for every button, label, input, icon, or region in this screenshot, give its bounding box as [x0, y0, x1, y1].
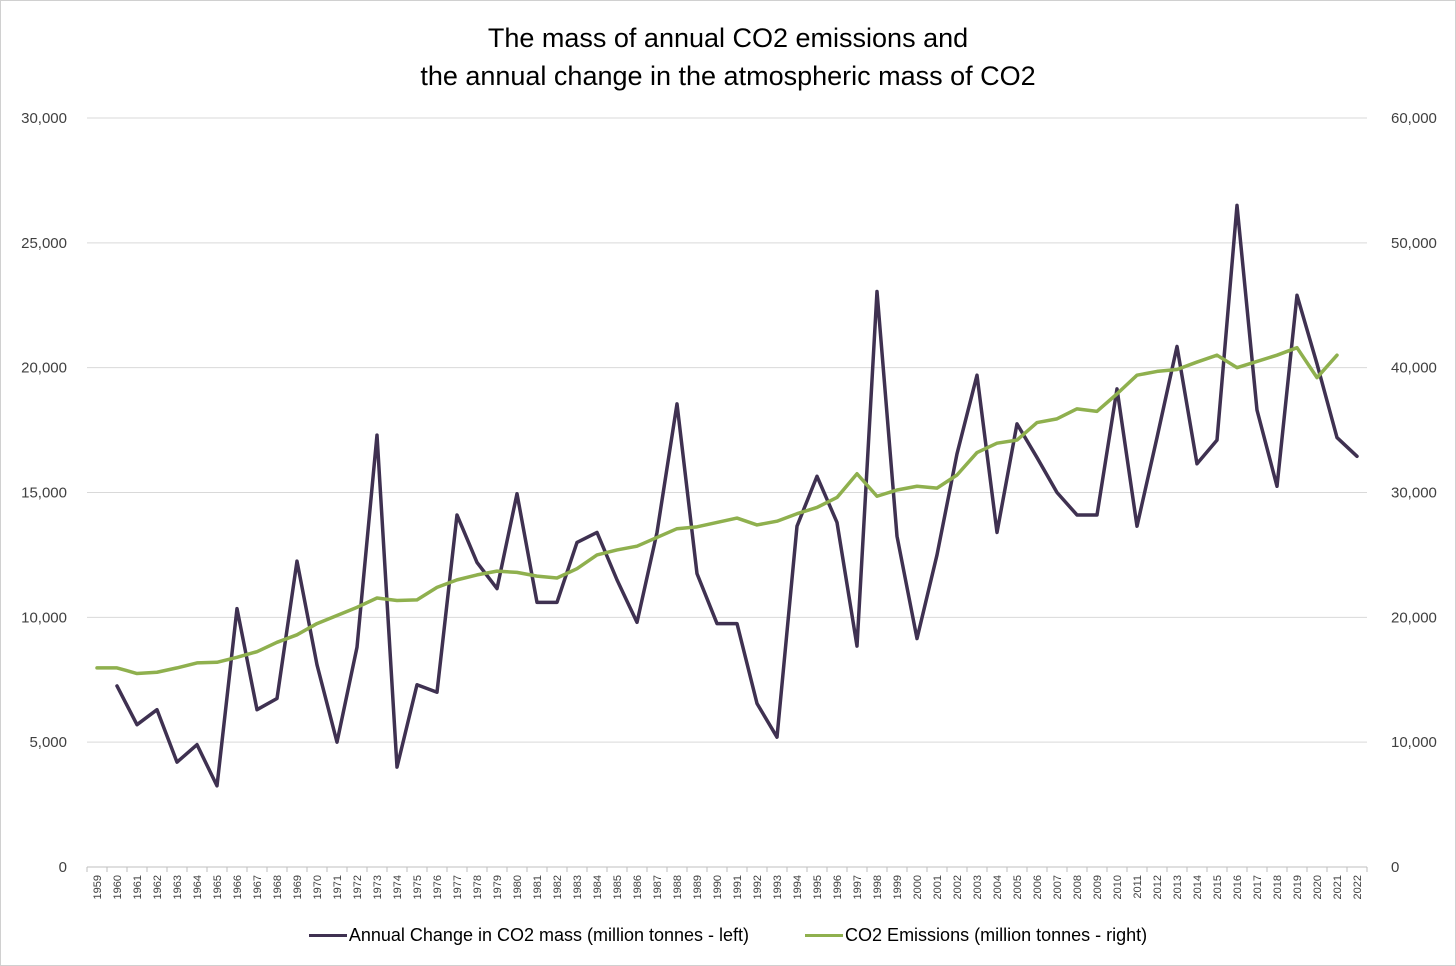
x-tick-label: 1971: [332, 875, 344, 899]
x-tick-label: 1965: [212, 875, 224, 899]
x-tick-label: 1993: [772, 875, 784, 899]
x-tick-label: 1996: [832, 875, 844, 899]
x-tick-label: 2002: [952, 875, 964, 899]
x-tick-label: 1990: [712, 875, 724, 899]
x-tick-label: 2005: [1012, 875, 1024, 899]
x-tick-label: 2020: [1312, 875, 1324, 899]
x-tick-label: 1974: [392, 875, 404, 899]
x-tick-label: 2019: [1292, 875, 1304, 899]
x-tick-label: 1984: [592, 875, 604, 899]
x-tick-label: 1987: [652, 875, 664, 899]
series-line-annual-change: [115, 203, 1359, 788]
x-tick-label: 2003: [972, 875, 984, 899]
x-tick-label: 1986: [632, 875, 644, 899]
x-tick-label: 2001: [932, 875, 944, 899]
legend-item-annual-change: Annual Change in CO2 mass (million tonne…: [308, 925, 750, 946]
x-tick-label: 1983: [572, 875, 584, 899]
x-tick-label: 1969: [292, 875, 304, 899]
x-tick-label: 2014: [1192, 875, 1204, 899]
legend-label-annual-change: Annual Change in CO2 mass (million tonne…: [348, 925, 750, 945]
y-right-tick-label: 20,000: [1391, 609, 1437, 626]
x-tick-label: 2004: [992, 875, 1004, 899]
y-left-tick-label: 5,000: [29, 734, 67, 751]
chart-legend: Annual Change in CO2 mass (million tonne…: [1, 925, 1455, 946]
x-tick-label: 1989: [692, 875, 704, 899]
x-tick-label: 1967: [252, 875, 264, 899]
x-tick-label: 1968: [272, 875, 284, 899]
x-tick-label: 1994: [792, 875, 804, 899]
x-tick-label: 2011: [1132, 875, 1144, 899]
y-right-tick-label: 10,000: [1391, 734, 1437, 751]
legend-swatch-co2-emissions: [805, 934, 844, 937]
x-tick-label: 1978: [472, 875, 484, 899]
chart-title: The mass of annual CO2 emissions and the…: [1, 19, 1455, 95]
y-right-tick-label: 30,000: [1391, 485, 1437, 502]
y-right-tick-label: 60,000: [1391, 110, 1437, 127]
y-left-tick-label: 25,000: [21, 235, 67, 252]
x-tick-label: 2000: [912, 875, 924, 899]
x-tick-label: 1991: [732, 875, 744, 899]
y-left-tick-label: 20,000: [21, 360, 67, 377]
y-right-tick-label: 50,000: [1391, 235, 1437, 252]
x-tick-label: 2016: [1232, 875, 1244, 899]
x-tick-label: 1959: [92, 875, 104, 899]
x-tick-label: 1970: [312, 875, 324, 899]
chart-title-line-2: the annual change in the atmospheric mas…: [420, 61, 1036, 91]
x-tick-label: 1973: [372, 875, 384, 899]
x-tick-label: 1985: [612, 875, 624, 899]
x-tick-label: 1966: [232, 875, 244, 899]
x-tick-label: 2008: [1072, 875, 1084, 899]
x-tick-label: 1961: [132, 875, 144, 899]
x-tick-label: 2006: [1032, 875, 1044, 899]
x-tick-label: 1964: [192, 875, 204, 899]
x-tick-label: 1979: [492, 875, 504, 899]
legend-swatch-annual-change: [308, 934, 347, 937]
x-tick-label: 1975: [412, 875, 424, 899]
y-left-tick-label: 30,000: [21, 110, 67, 127]
x-tick-label: 1997: [852, 875, 864, 899]
x-tick-label: 1999: [892, 875, 904, 899]
y-right-tick-label: 40,000: [1391, 360, 1437, 377]
x-tick-label: 1981: [532, 875, 544, 899]
x-tick-label: 1998: [872, 875, 884, 899]
x-tick-label: 1995: [812, 875, 824, 899]
legend-item-co2-emissions: CO2 Emissions (million tonnes - right): [805, 925, 1147, 946]
x-tick-label: 1980: [512, 875, 524, 899]
x-tick-label: 1962: [152, 875, 164, 899]
x-tick-label: 1982: [552, 875, 564, 899]
series-line-co2-emissions: [95, 345, 1339, 676]
x-tick-label: 2012: [1152, 875, 1164, 899]
y-right-tick-label: 0: [1391, 859, 1399, 876]
x-tick-label: 2013: [1172, 875, 1184, 899]
x-tick-label: 2021: [1332, 875, 1344, 899]
x-tick-label: 2022: [1352, 875, 1364, 899]
legend-label-co2-emissions: CO2 Emissions (million tonnes - right): [845, 925, 1148, 945]
y-left-tick-label: 15,000: [21, 485, 67, 502]
chart-title-line-1: The mass of annual CO2 emissions and: [487, 23, 969, 53]
x-tick-label: 1972: [352, 875, 364, 899]
x-tick-label: 2018: [1272, 875, 1284, 899]
x-tick-label: 2007: [1052, 875, 1064, 899]
x-tick-label: 2015: [1212, 875, 1224, 899]
y-left-tick-label: 0: [59, 859, 67, 876]
x-tick-label: 2009: [1092, 875, 1104, 899]
x-tick-label: 2010: [1112, 875, 1124, 899]
x-tick-label: 1992: [752, 875, 764, 899]
y-left-tick-label: 10,000: [21, 609, 67, 626]
x-tick-label: 2017: [1252, 875, 1264, 899]
x-tick-label: 1960: [112, 875, 124, 899]
x-tick-label: 1963: [172, 875, 184, 899]
x-tick-label: 1977: [452, 875, 464, 899]
x-tick-label: 1976: [432, 875, 444, 899]
x-tick-label: 1988: [672, 875, 684, 899]
